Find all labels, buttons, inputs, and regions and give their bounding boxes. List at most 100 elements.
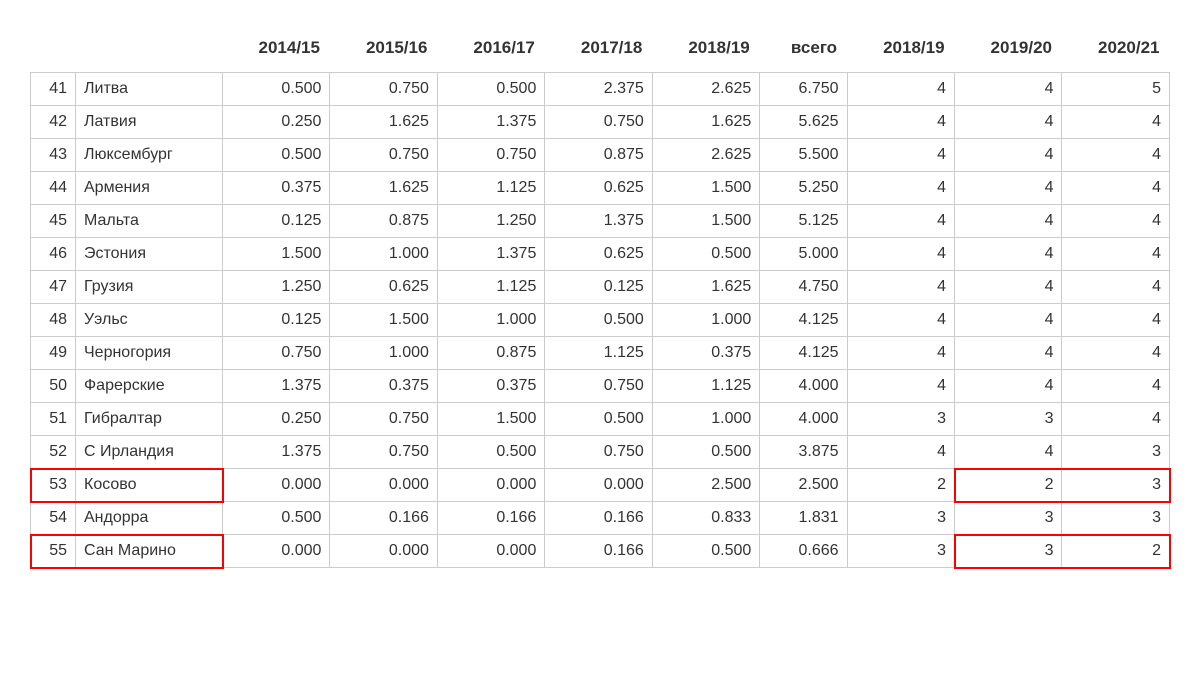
cell-c20: 4 [1062,139,1170,172]
table-row: 45Мальта0.1250.8751.2501.3751.5005.12544… [31,205,1170,238]
cell-s17: 0.750 [545,370,652,403]
cell-c20: 4 [1062,304,1170,337]
cell-s16: 1.500 [437,403,544,436]
cell-c19: 3 [955,403,1062,436]
cell-c20: 4 [1062,106,1170,139]
cell-c19: 4 [955,370,1062,403]
cell-s16: 1.125 [437,271,544,304]
cell-s18: 1.000 [652,304,759,337]
cell-total: 4.000 [760,403,847,436]
col-2017-18: 2017/18 [545,30,652,73]
cell-s18: 0.500 [652,535,759,568]
cell-s15: 1.625 [330,106,437,139]
cell-s16: 0.000 [437,469,544,502]
cell-c18: 4 [847,238,954,271]
cell-s14: 0.250 [223,403,330,436]
cell-c18: 3 [847,502,954,535]
cell-s16: 0.166 [437,502,544,535]
cell-s14: 1.375 [223,370,330,403]
table-row: 43Люксембург0.5000.7500.7500.8752.6255.5… [31,139,1170,172]
col-2014-15: 2014/15 [223,30,330,73]
cell-s14: 1.250 [223,271,330,304]
cell-s16: 0.750 [437,139,544,172]
cell-country: Грузия [76,271,223,304]
cell-s14: 0.375 [223,172,330,205]
cell-c19: 4 [955,238,1062,271]
cell-s18: 2.625 [652,139,759,172]
cell-s17: 0.166 [545,535,652,568]
cell-s14: 0.750 [223,337,330,370]
cell-rank: 54 [31,502,76,535]
cell-s15: 0.000 [330,535,437,568]
table-row: 52С Ирландия1.3750.7500.5000.7500.5003.8… [31,436,1170,469]
table-row: 44Армения0.3751.6251.1250.6251.5005.2504… [31,172,1170,205]
cell-country: Черногория [76,337,223,370]
cell-s15: 1.500 [330,304,437,337]
cell-s17: 1.125 [545,337,652,370]
cell-s17: 0.000 [545,469,652,502]
cell-c20: 4 [1062,370,1170,403]
header-row: 2014/15 2015/16 2016/17 2017/18 2018/19 … [31,30,1170,73]
cell-rank: 53 [31,469,76,502]
cell-total: 5.000 [760,238,847,271]
cell-s14: 0.000 [223,469,330,502]
cell-country: Андорра [76,502,223,535]
cell-country: Уэльс [76,304,223,337]
cell-s17: 0.750 [545,106,652,139]
cell-s14: 0.250 [223,106,330,139]
cell-s15: 0.166 [330,502,437,535]
cell-c20: 5 [1062,73,1170,106]
cell-total: 4.125 [760,337,847,370]
table-row: 49Черногория0.7501.0000.8751.1250.3754.1… [31,337,1170,370]
cell-s15: 0.750 [330,73,437,106]
cell-s15: 0.000 [330,469,437,502]
table-row: 41Литва0.5000.7500.5002.3752.6256.750445 [31,73,1170,106]
cell-s14: 0.500 [223,139,330,172]
cell-c20: 3 [1062,469,1170,502]
table-row: 54Андорра0.5000.1660.1660.1660.8331.8313… [31,502,1170,535]
cell-s15: 1.625 [330,172,437,205]
cell-s18: 1.625 [652,106,759,139]
cell-c20: 4 [1062,403,1170,436]
cell-rank: 43 [31,139,76,172]
table-row: 42Латвия0.2501.6251.3750.7501.6255.62544… [31,106,1170,139]
cell-rank: 55 [31,535,76,568]
cell-total: 5.250 [760,172,847,205]
cell-total: 1.831 [760,502,847,535]
cell-c18: 4 [847,271,954,304]
col-clubs-2018-19: 2018/19 [847,30,954,73]
cell-rank: 48 [31,304,76,337]
table-row: 47Грузия1.2500.6251.1250.1251.6254.75044… [31,271,1170,304]
cell-s16: 1.125 [437,172,544,205]
cell-c19: 4 [955,172,1062,205]
cell-s17: 0.750 [545,436,652,469]
cell-total: 4.125 [760,304,847,337]
cell-country: Эстония [76,238,223,271]
cell-rank: 49 [31,337,76,370]
cell-country: Сан Марино [76,535,223,568]
cell-s18: 2.625 [652,73,759,106]
cell-s18: 0.500 [652,238,759,271]
cell-total: 6.750 [760,73,847,106]
ranking-table: 2014/15 2015/16 2016/17 2017/18 2018/19 … [30,30,1170,568]
cell-s15: 0.875 [330,205,437,238]
cell-c20: 4 [1062,238,1170,271]
cell-s14: 0.500 [223,502,330,535]
cell-rank: 46 [31,238,76,271]
cell-s18: 0.375 [652,337,759,370]
cell-c20: 3 [1062,436,1170,469]
cell-s14: 1.500 [223,238,330,271]
cell-total: 4.750 [760,271,847,304]
table-row: 55Сан Марино0.0000.0000.0000.1660.5000.6… [31,535,1170,568]
cell-c20: 3 [1062,502,1170,535]
cell-s18: 0.833 [652,502,759,535]
col-rank [31,30,76,73]
cell-s17: 0.625 [545,172,652,205]
table-body: 41Литва0.5000.7500.5002.3752.6256.750445… [31,73,1170,568]
cell-c19: 4 [955,436,1062,469]
cell-c19: 4 [955,337,1062,370]
cell-country: Армения [76,172,223,205]
cell-country: Люксембург [76,139,223,172]
cell-s14: 1.375 [223,436,330,469]
cell-c19: 4 [955,73,1062,106]
